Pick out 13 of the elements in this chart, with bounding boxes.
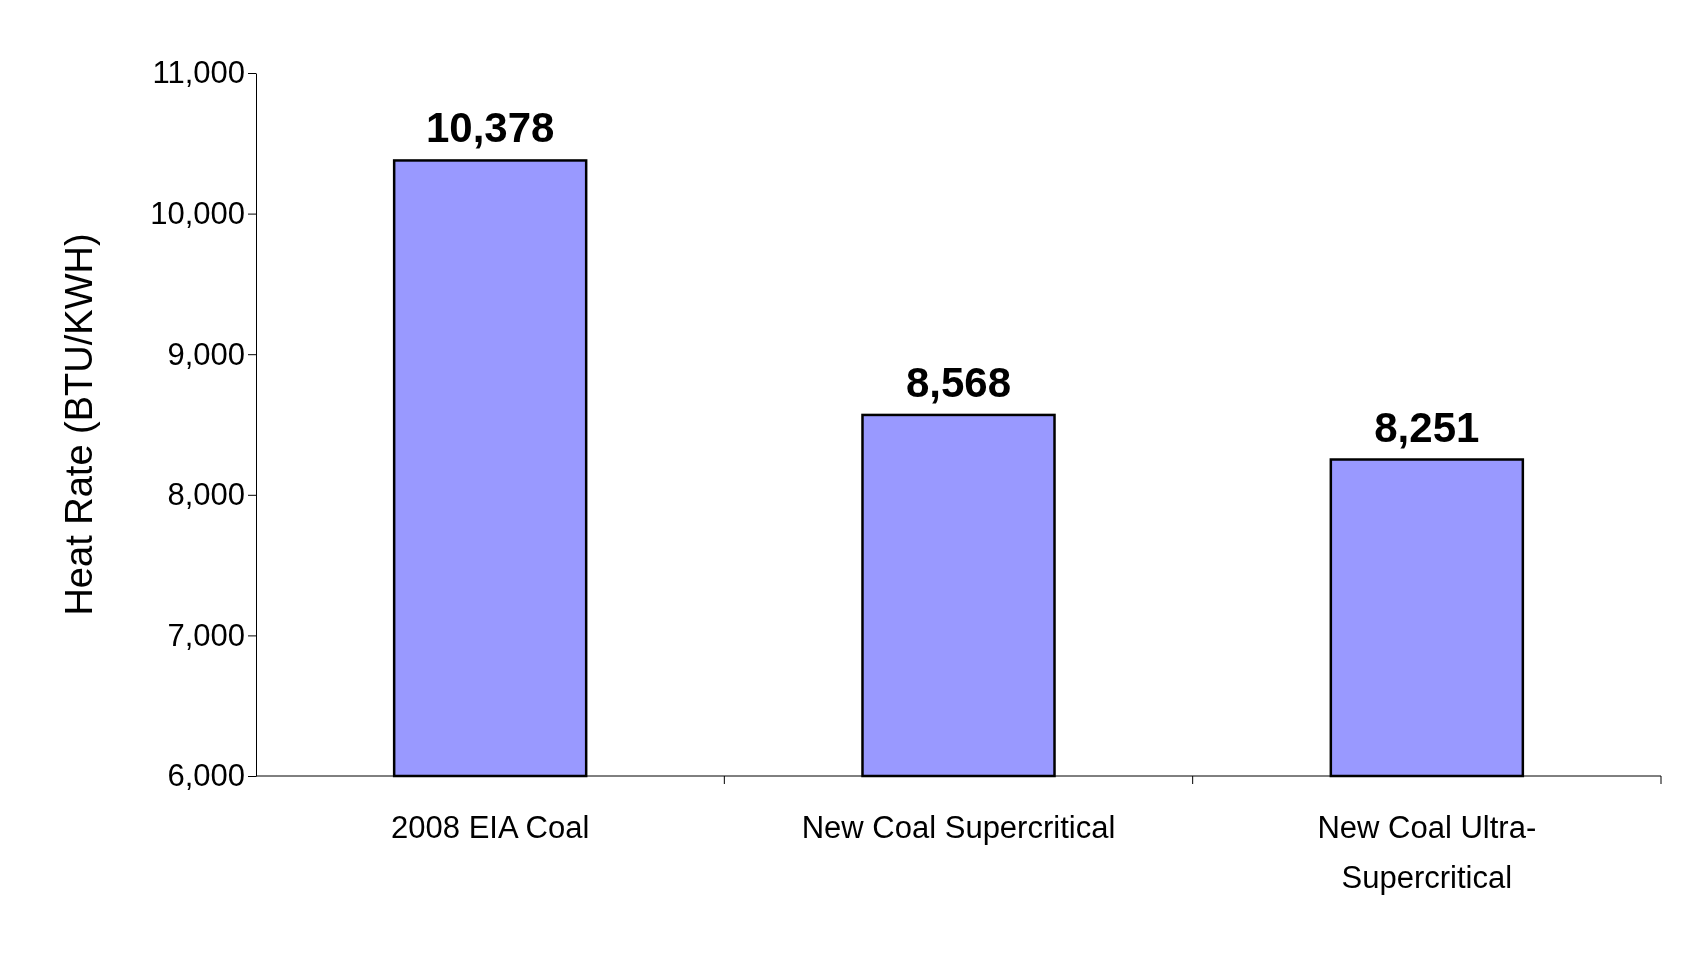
- y-tick-label: 10,000: [150, 196, 245, 232]
- y-axis-title: Heat Rate (BTU/KWH): [58, 233, 100, 616]
- data-label: 10,378: [425, 104, 555, 152]
- data-label: 8,251: [1374, 403, 1480, 451]
- x-tick-label: 2008 EIA Coal: [391, 810, 590, 845]
- data-label: 8,568: [905, 358, 1012, 406]
- y-tick-label: 8,000: [167, 477, 245, 513]
- y-tick-label: 9,000: [167, 336, 245, 372]
- x-tick-label: New Coal Supercritical: [801, 810, 1116, 845]
- x-tick-label: New Coal Ultra-Supercritical: [1317, 810, 1537, 895]
- y-tick-label: 7,000: [167, 617, 245, 653]
- y-tick-label: 11,000: [152, 55, 245, 91]
- y-tick-label: 6,000: [167, 758, 245, 794]
